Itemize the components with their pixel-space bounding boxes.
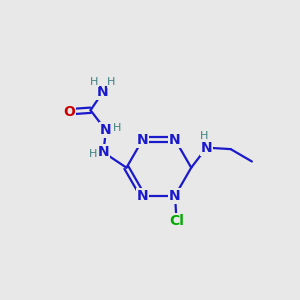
Text: H: H (90, 77, 98, 87)
Text: H: H (107, 77, 115, 87)
Text: H: H (89, 149, 98, 159)
Text: N: N (98, 146, 109, 159)
Text: Cl: Cl (169, 214, 184, 228)
Text: H: H (113, 123, 121, 133)
Text: H: H (200, 131, 208, 142)
Text: N: N (201, 141, 212, 154)
Text: N: N (100, 123, 112, 137)
Text: N: N (169, 189, 181, 203)
Text: N: N (137, 133, 148, 147)
Text: N: N (137, 189, 148, 203)
Text: N: N (97, 85, 109, 99)
Text: N: N (169, 133, 181, 147)
Text: O: O (63, 105, 75, 119)
